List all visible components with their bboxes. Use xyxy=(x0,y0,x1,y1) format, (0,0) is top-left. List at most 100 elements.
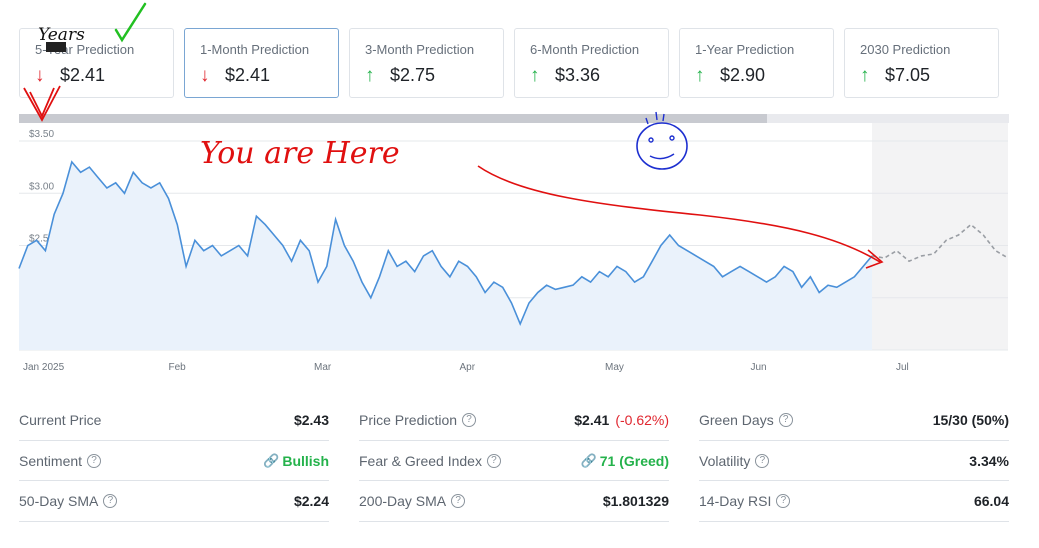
stat-label: Volatility? xyxy=(699,452,770,469)
card-title: 3-Month Prediction xyxy=(365,42,475,57)
stat-row-sentiment: Sentiment? 🔗 Bullish xyxy=(19,441,329,481)
arrow-down-icon: ↓ xyxy=(35,64,45,86)
y-tick-label: $3.00 xyxy=(29,181,54,192)
stat-change: (-0.62%) xyxy=(615,412,669,428)
card-6-month-prediction[interactable]: 6-Month Prediction ↑ $3.36 xyxy=(514,28,669,98)
stat-label: Sentiment? xyxy=(19,453,102,469)
stat-label-text: 200-Day SMA xyxy=(359,493,447,509)
card-title: 1-Month Prediction xyxy=(200,42,310,57)
chart-range-slider[interactable] xyxy=(19,114,1009,123)
card-1-month-prediction[interactable]: 1-Month Prediction ↓ $2.41 xyxy=(184,28,339,98)
arrow-up-icon: ↑ xyxy=(860,64,870,86)
stat-value: $1.801329 xyxy=(602,493,669,509)
stat-value-text: $2.41 xyxy=(574,412,610,428)
arrow-up-icon: ↑ xyxy=(365,64,375,86)
stat-value: $2.43 xyxy=(293,412,329,428)
card-title: 1-Year Prediction xyxy=(695,42,795,57)
help-icon[interactable]: ? xyxy=(87,453,102,468)
y-tick-label: $3.50 xyxy=(29,129,54,140)
card-price: $2.41 xyxy=(60,65,106,85)
help-icon[interactable]: ? xyxy=(103,494,118,508)
card-title: 6-Month Prediction xyxy=(530,42,640,57)
stat-label: Current Price xyxy=(19,412,101,428)
stat-label: 50-Day SMA? xyxy=(19,493,118,509)
help-icon[interactable]: ? xyxy=(778,413,793,427)
link-icon: 🔗 xyxy=(263,452,280,468)
card-value: ↑ $2.90 xyxy=(695,65,765,86)
stats-column-1: Current Price $2.43 Sentiment? 🔗 Bullish … xyxy=(19,400,329,522)
stat-value[interactable]: 🔗 71 (Greed) xyxy=(581,453,669,469)
stat-label-text: Green Days xyxy=(699,412,774,428)
x-tick-label: May xyxy=(605,362,624,373)
x-tick-label: Jun xyxy=(751,362,767,373)
help-icon[interactable]: ? xyxy=(451,494,466,508)
stat-row-50-day-sma: 50-Day SMA? $2.24 xyxy=(19,481,329,522)
stat-row-current-price: Current Price $2.43 xyxy=(19,400,329,441)
help-icon[interactable]: ? xyxy=(462,413,477,427)
card-price: $2.41 xyxy=(225,65,271,85)
stat-label: 14-Day RSI? xyxy=(699,493,791,509)
card-price: $2.75 xyxy=(390,65,436,85)
prediction-cards: 5-Year Prediction ↓ $2.41 1-Month Predic… xyxy=(19,28,1009,98)
stat-value: 3.34% xyxy=(969,452,1009,469)
card-price: $2.90 xyxy=(720,65,766,85)
forecast-price-line xyxy=(871,223,1009,263)
stat-value[interactable]: 🔗 Bullish xyxy=(263,453,329,469)
card-value: ↑ $7.05 xyxy=(860,65,930,86)
card-2030-prediction[interactable]: 2030 Prediction ↑ $7.05 xyxy=(844,28,999,98)
stat-value: $2.24 xyxy=(293,493,329,509)
stat-label-text: Fear & Greed Index xyxy=(359,452,482,469)
stat-label: 200-Day SMA? xyxy=(359,493,466,509)
stat-value: 15/30 (50%) xyxy=(932,412,1009,428)
stat-row-green-days: Green Days? 15/30 (50%) xyxy=(699,400,1009,441)
help-icon[interactable]: ? xyxy=(776,494,791,508)
y-tick-label: $2.50 xyxy=(29,234,54,245)
x-tick-label: Jul xyxy=(896,362,909,373)
stats-column-3: Green Days? 15/30 (50%) Volatility? 3.34… xyxy=(699,400,1009,522)
card-value: ↑ $3.36 xyxy=(530,65,600,86)
stat-label-text: Current Price xyxy=(19,412,102,428)
card-price: $3.36 xyxy=(555,65,601,85)
stat-label: Price Prediction? xyxy=(359,412,477,428)
card-price: $7.05 xyxy=(885,65,931,85)
stat-label: Fear & Greed Index? xyxy=(359,453,501,469)
stat-label-text: Price Prediction xyxy=(359,412,458,428)
arrow-up-icon: ↑ xyxy=(695,64,705,86)
x-tick-label: Apr xyxy=(460,362,476,373)
x-tick-label: Jan 2025 xyxy=(23,362,65,373)
stat-label: Green Days? xyxy=(699,412,793,428)
x-tick-label: Mar xyxy=(314,362,332,373)
stat-label-text: 14-Day RSI xyxy=(699,493,772,509)
card-5-year-prediction[interactable]: 5-Year Prediction ↓ $2.41 xyxy=(19,28,174,98)
stat-value: 66.04 xyxy=(973,493,1009,509)
card-value: ↑ $2.75 xyxy=(365,65,435,86)
stat-row-200-day-sma: 200-Day SMA? $1.801329 xyxy=(359,481,669,522)
stat-row-price-prediction: Price Prediction? $2.41 (-0.62%) xyxy=(359,400,669,441)
help-icon[interactable]: ? xyxy=(755,453,770,468)
arrow-down-icon: ↓ xyxy=(200,64,210,86)
card-value: ↓ $2.41 xyxy=(200,65,270,86)
stat-row-14-day-rsi: 14-Day RSI? 66.04 xyxy=(699,481,1009,522)
link-icon: 🔗 xyxy=(580,452,597,468)
chart-range-selection[interactable] xyxy=(19,114,767,123)
stat-value: $2.41 (-0.62%) xyxy=(574,412,669,428)
card-3-month-prediction[interactable]: 3-Month Prediction ↑ $2.75 xyxy=(349,28,504,98)
stat-value-text: 71 (Greed) xyxy=(599,452,669,469)
card-title: 5-Year Prediction xyxy=(35,42,135,57)
historical-area-fill xyxy=(19,161,872,350)
card-value: ↓ $2.41 xyxy=(35,65,105,86)
x-tick-label: Feb xyxy=(169,362,187,373)
stat-row-volatility: Volatility? 3.34% xyxy=(699,441,1009,481)
stats-column-2: Price Prediction? $2.41 (-0.62%) Fear & G… xyxy=(359,400,669,522)
stat-value-text: Bullish xyxy=(282,452,329,469)
forecast-area-background xyxy=(872,123,1008,350)
card-1-year-prediction[interactable]: 1-Year Prediction ↑ $2.90 xyxy=(679,28,834,98)
historical-price-line xyxy=(18,160,873,326)
card-title: 2030 Prediction xyxy=(860,42,951,57)
arrow-up-icon: ↑ xyxy=(530,64,540,86)
stat-label-text: 50-Day SMA xyxy=(19,493,99,509)
stat-row-fear-greed-index: Fear & Greed Index? 🔗 71 (Greed) xyxy=(359,441,669,481)
stat-label-text: Volatility xyxy=(699,452,751,469)
help-icon[interactable]: ? xyxy=(486,453,501,468)
